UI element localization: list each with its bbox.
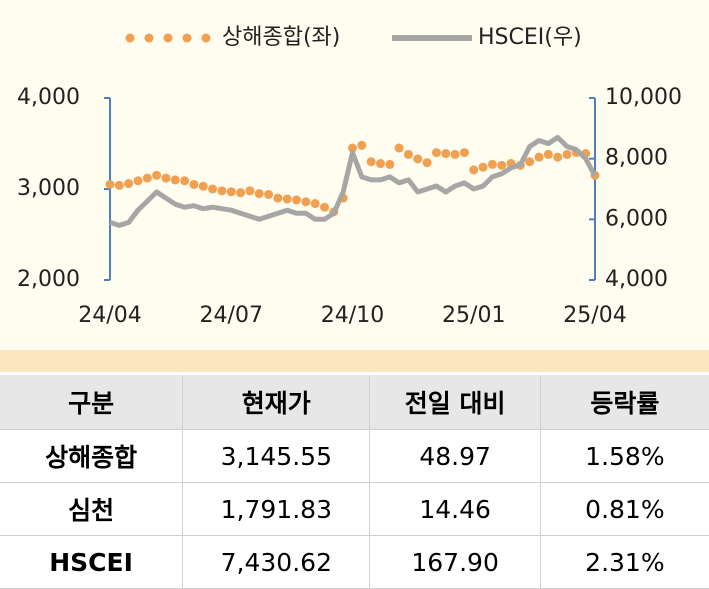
y2-tick-label: 6,000 <box>605 206 668 231</box>
table-row: 상해종합 3,145.55 48.97 1.58% <box>0 429 709 483</box>
header-cell: 구분 <box>0 375 184 430</box>
legend-label: HSCEI(우) <box>478 25 582 50</box>
table-cell: HSCEI <box>0 535 184 589</box>
data-point <box>469 165 479 175</box>
data-point <box>375 159 385 169</box>
x-tick-label: 24/10 <box>321 303 384 328</box>
table-cell: 심천 <box>0 482 184 536</box>
table-cell: 1,791.83 <box>182 482 371 536</box>
table-cell: 14.46 <box>369 482 541 536</box>
y2-tick-label: 8,000 <box>605 146 668 171</box>
data-point <box>450 149 460 159</box>
data-point <box>170 175 180 185</box>
data-point <box>236 188 246 198</box>
data-point <box>310 199 320 209</box>
table-cell: 3,145.55 <box>182 429 371 483</box>
data-point <box>208 184 218 194</box>
legend-marker <box>163 33 173 43</box>
data-point <box>292 195 302 205</box>
x-tick-label: 25/04 <box>563 303 626 328</box>
x-tick-label: 25/01 <box>442 303 505 328</box>
data-point <box>543 149 553 159</box>
data-point <box>478 162 488 172</box>
data-point <box>245 186 255 196</box>
data-point <box>301 197 311 207</box>
data-point <box>394 143 404 153</box>
data-point <box>189 179 199 189</box>
header-cell: 전일 대비 <box>369 375 541 430</box>
data-point <box>226 187 236 197</box>
data-point <box>198 181 208 191</box>
y-tick-label: 4,000 <box>17 85 80 110</box>
data-point <box>142 173 152 183</box>
data-point <box>282 194 292 204</box>
y2-tick-label: 10,000 <box>605 85 682 110</box>
legend-label: 상해종합(좌) <box>222 25 340 50</box>
data-point <box>403 149 413 159</box>
table-cell: 0.81% <box>540 482 709 536</box>
data-point <box>133 176 143 186</box>
data-point <box>180 176 190 186</box>
table-row: HSCEI 7,430.62 167.90 2.31% <box>0 535 709 589</box>
data-point <box>366 157 376 167</box>
header-cell: 현재가 <box>182 375 371 430</box>
header-row: 구분 현재가 전일 대비 등락률 <box>0 375 709 430</box>
data-point <box>320 202 330 212</box>
table-cell: 2.31% <box>540 535 709 589</box>
data-point <box>357 140 367 150</box>
data-point <box>441 149 451 159</box>
data-point <box>422 158 432 168</box>
y2-tick-label: 4,000 <box>605 267 668 292</box>
legend-marker <box>182 33 192 43</box>
data-point <box>254 189 264 199</box>
x-tick-label: 24/07 <box>200 303 263 328</box>
legend-marker <box>144 33 154 43</box>
data-table: 구분 현재가 전일 대비 등락률 상해종합 3,145.55 48.97 1.58% 심천 1,7… <box>0 375 709 589</box>
chart: 2,000 3,000 4,000 4,000 6,000 8,000 10,000 24/0… <box>0 0 709 350</box>
y-tick-label: 3,000 <box>17 176 80 201</box>
table-cell: 48.97 <box>369 429 541 483</box>
data-point <box>114 180 124 190</box>
x-tick-label: 24/04 <box>78 303 141 328</box>
divider <box>0 350 709 372</box>
data-point <box>487 159 497 169</box>
legend-marker <box>201 33 211 43</box>
table-cell: 상해종합 <box>0 429 184 483</box>
table-cell: 167.90 <box>369 535 541 589</box>
data-point <box>459 148 469 158</box>
data-point <box>534 152 544 162</box>
table-row: 심천 1,791.83 14.46 0.81% <box>0 482 709 536</box>
data-point <box>161 173 171 183</box>
data-point <box>497 160 507 170</box>
table-cell: 7,430.62 <box>182 535 371 589</box>
data-point <box>525 157 535 167</box>
data-point <box>431 148 441 158</box>
legend-marker <box>125 33 135 43</box>
data-point <box>217 186 227 196</box>
data-point <box>348 143 357 153</box>
data-point <box>553 152 563 162</box>
data-point <box>105 179 115 189</box>
data-point <box>385 159 395 169</box>
data-point <box>152 170 162 180</box>
data-point <box>124 179 134 189</box>
data-point <box>562 149 572 159</box>
data-point <box>273 193 283 203</box>
y-tick-label: 2,000 <box>17 267 80 292</box>
table-cell: 1.58% <box>540 429 709 483</box>
header-cell: 등락률 <box>540 375 709 430</box>
data-point <box>264 189 274 199</box>
data-point <box>413 154 423 164</box>
data-line <box>109 134 598 228</box>
